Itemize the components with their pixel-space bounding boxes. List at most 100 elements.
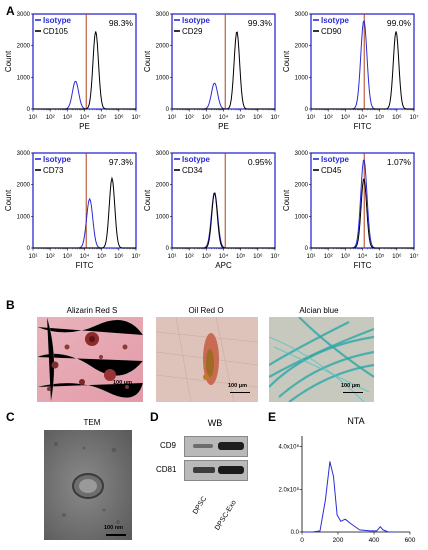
- legend-label-marker: CD90: [321, 27, 342, 36]
- tem-scale-label: 100 nm: [104, 525, 123, 531]
- oil-scale-label: 100 μm: [228, 383, 247, 389]
- y-tick-label: 0: [305, 107, 309, 113]
- x-tick-label: 10⁷: [409, 253, 418, 260]
- x-tick-label: 10²: [185, 253, 194, 260]
- histogram-curve-cd34: [172, 192, 275, 249]
- y-tick-label: 2000: [295, 183, 309, 189]
- histogram-curve-cd90: [311, 31, 414, 110]
- wb-row-label-cd81: CD81: [156, 465, 177, 474]
- y-tick-label: 2000: [156, 44, 170, 50]
- x-axis-label: APC: [215, 261, 232, 270]
- legend-label-isotype: Isotype: [182, 16, 211, 25]
- x-tick-label: 10¹: [307, 253, 316, 260]
- wb-band-cd9-exo: [218, 442, 244, 450]
- legend: Isotype CD73: [35, 155, 72, 175]
- y-tick-label: 1000: [156, 214, 170, 220]
- nta-x-tick-label: 600: [405, 537, 416, 544]
- legend-label-marker: CD34: [182, 166, 203, 175]
- legend: Isotype CD29: [174, 16, 211, 36]
- x-tick-label: 10⁵: [375, 253, 385, 260]
- y-tick-label: 2000: [156, 183, 170, 189]
- legend-label-marker: CD73: [43, 166, 64, 175]
- y-tick-label: 3000: [156, 151, 170, 157]
- legend-label-isotype: Isotype: [321, 155, 350, 164]
- alizarin-scale-bar: [115, 389, 135, 390]
- oil-red-o-micrograph: 100 μm: [156, 317, 258, 402]
- y-tick-label: 0: [27, 107, 31, 113]
- oil-scale-bar: [230, 392, 250, 393]
- alcian-caption: Alcian blue: [299, 306, 339, 315]
- y-tick-label: 1000: [17, 214, 31, 220]
- legend-label-isotype: Isotype: [182, 155, 211, 164]
- x-tick-label: 10³: [63, 253, 72, 260]
- x-tick-label: 10⁵: [375, 114, 385, 121]
- histogram-curve-cd29: [172, 31, 275, 110]
- x-tick-label: 10¹: [168, 253, 177, 260]
- y-tick-label: 1000: [295, 75, 309, 81]
- alizarin-scale-label: 100 μm: [113, 380, 132, 386]
- x-tick-label: 10⁷: [270, 114, 279, 121]
- x-tick-label: 10²: [324, 253, 333, 260]
- wb-title: WB: [207, 418, 223, 428]
- tem-micrograph: 100 nm: [44, 430, 132, 540]
- flow-histogram-cd105: 0 1000 2000 3000 10¹ 10² 10³ 10⁴ 10⁵ 10⁶ 10⁷ PE Coun…: [4, 12, 141, 131]
- positive-percentage: 99.3%: [248, 18, 273, 28]
- y-tick-label: 2000: [295, 44, 309, 50]
- alcian-blue-micrograph: 100 μm: [269, 317, 374, 402]
- flow-histogram-cd90: 0 1000 2000 3000 10¹ 10² 10³ 10⁴ 10⁵ 10⁶ 10⁷ FITC Co…: [282, 12, 419, 131]
- panel-letter-c: C: [6, 410, 15, 424]
- legend-label-marker: CD29: [182, 27, 203, 36]
- y-tick-label: 3000: [156, 12, 170, 18]
- y-tick-label: 0: [305, 246, 309, 252]
- legend: Isotype CD34: [174, 155, 211, 175]
- histogram-curve-cd45: [311, 178, 414, 249]
- x-tick-label: 10¹: [307, 114, 316, 121]
- legend-label-isotype: Isotype: [43, 16, 72, 25]
- x-tick-label: 10¹: [168, 114, 177, 121]
- y-tick-label: 1000: [17, 75, 31, 81]
- y-tick-label: 2000: [17, 183, 31, 189]
- x-tick-label: 10⁶: [253, 253, 263, 260]
- x-tick-label: 10⁶: [392, 253, 402, 260]
- panel-letter-a: A: [6, 4, 15, 18]
- wb-blot-cd81: [184, 460, 248, 481]
- x-tick-label: 10⁴: [358, 114, 368, 121]
- y-tick-label: 0: [166, 246, 170, 252]
- y-tick-label: 3000: [295, 12, 309, 18]
- x-tick-label: 10²: [46, 253, 55, 260]
- wb-blot-cd9: [184, 436, 248, 457]
- x-tick-label: 10²: [185, 114, 194, 121]
- y-tick-label: 1000: [295, 214, 309, 220]
- x-tick-label: 10⁵: [97, 253, 107, 260]
- positive-percentage: 0.95%: [248, 157, 273, 167]
- panel-letter-e: E: [268, 410, 277, 424]
- wb-band-cd81-dpsc: [193, 467, 215, 473]
- positive-percentage: 1.07%: [387, 157, 412, 167]
- legend-label-isotype: Isotype: [321, 16, 350, 25]
- legend: Isotype CD105: [35, 16, 72, 36]
- panel-letter-d: D: [150, 410, 159, 424]
- x-tick-label: 10⁵: [236, 114, 246, 121]
- x-tick-label: 10³: [63, 114, 72, 121]
- x-tick-label: 10⁴: [80, 253, 90, 260]
- x-tick-label: 10⁷: [409, 114, 418, 121]
- y-tick-label: 2000: [17, 44, 31, 50]
- flow-histogram-cd73: 0 1000 2000 3000 10¹ 10² 10³ 10⁴ 10⁵ 10⁶ 10⁷ FITC Co…: [4, 151, 141, 270]
- legend: Isotype CD45: [313, 155, 350, 175]
- tem-scale-bar: [106, 534, 126, 536]
- x-axis-label: FITC: [354, 122, 372, 131]
- histogram-curve-isotype: [172, 82, 275, 110]
- alizarin-red-micrograph: 100 μm: [37, 317, 143, 402]
- legend: Isotype CD90: [313, 16, 350, 36]
- positive-percentage: 97.3%: [109, 157, 134, 167]
- flow-cytometry-grid: 0 1000 2000 3000 10¹ 10² 10³ 10⁴ 10⁵ 10⁶ 10⁷ PE Coun…: [4, 12, 419, 270]
- y-axis-label: Count: [4, 50, 13, 72]
- legend-label-marker: CD45: [321, 166, 342, 175]
- x-tick-label: 10⁶: [114, 253, 124, 260]
- x-tick-label: 10⁵: [97, 114, 107, 121]
- nta-y-tick-label: 0.0: [291, 530, 300, 536]
- oil-caption: Oil Red O: [188, 306, 224, 315]
- x-tick-label: 10³: [202, 114, 211, 121]
- alizarin-caption: Alizarin Red S: [66, 306, 118, 315]
- y-axis-label: Count: [143, 50, 152, 72]
